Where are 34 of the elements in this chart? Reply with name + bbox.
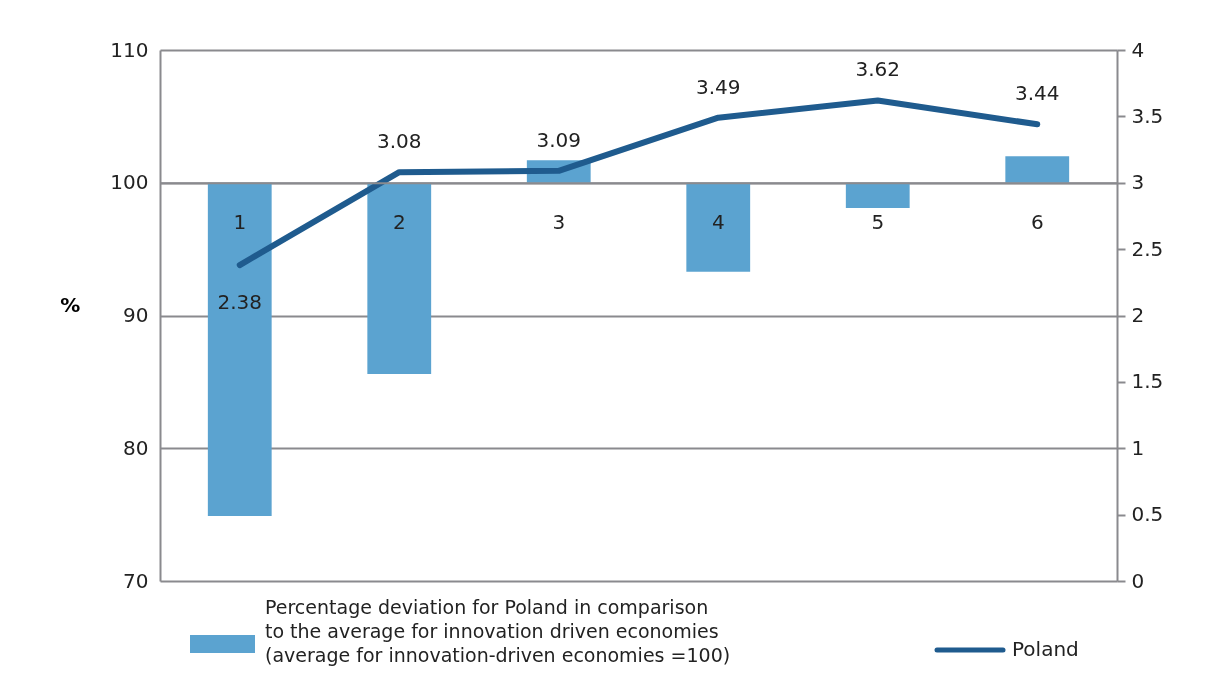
bar <box>1005 156 1070 183</box>
bar <box>367 182 432 374</box>
data-label: 3.49 <box>695 74 741 99</box>
y-tick-label: 90 <box>123 303 149 327</box>
y-axis-title: % <box>60 293 81 317</box>
y2-tick-label: 0 <box>1131 568 1145 593</box>
legend-label: Percentage deviation for Poland in comparison to the average for innovation driven economies (average for innovation-driven economies =100) <box>265 596 731 666</box>
data-label: 3.08 <box>376 129 422 154</box>
bar <box>845 182 910 208</box>
y2-tick-label: 1.5 <box>1131 369 1164 394</box>
legend-label: Poland <box>1012 637 1079 661</box>
y-tick-label: 110 <box>110 37 149 62</box>
y2-tick-label: 1 <box>1131 435 1145 460</box>
data-label: 3.44 <box>1014 81 1060 106</box>
x-tick-label: 4 <box>711 210 725 235</box>
x-tick-label: 3 <box>552 210 566 235</box>
data-label: 3.09 <box>536 127 582 152</box>
y2-tick-label: 4 <box>1131 37 1145 62</box>
y2-tick-label: 0.5 <box>1131 502 1164 527</box>
y-tick-label: 70 <box>123 568 149 593</box>
y2-tick-label: 2 <box>1131 303 1145 327</box>
y-tick-label: 100 <box>110 170 149 195</box>
x-tick-label: 1 <box>233 210 247 235</box>
y2-tick-label: 3 <box>1131 170 1145 195</box>
x-tick-label: 2 <box>392 210 406 235</box>
x-tick-label: 6 <box>1030 210 1044 235</box>
y-tick-label: 80 <box>123 435 149 460</box>
y2-tick-label: 3.5 <box>1131 103 1164 128</box>
data-label: 3.62 <box>855 57 901 82</box>
y2-tick-label: 2.5 <box>1131 236 1164 261</box>
data-label: 2.38 <box>217 290 263 315</box>
x-tick-label: 5 <box>871 210 885 235</box>
bar <box>207 182 272 516</box>
bar <box>686 182 751 272</box>
